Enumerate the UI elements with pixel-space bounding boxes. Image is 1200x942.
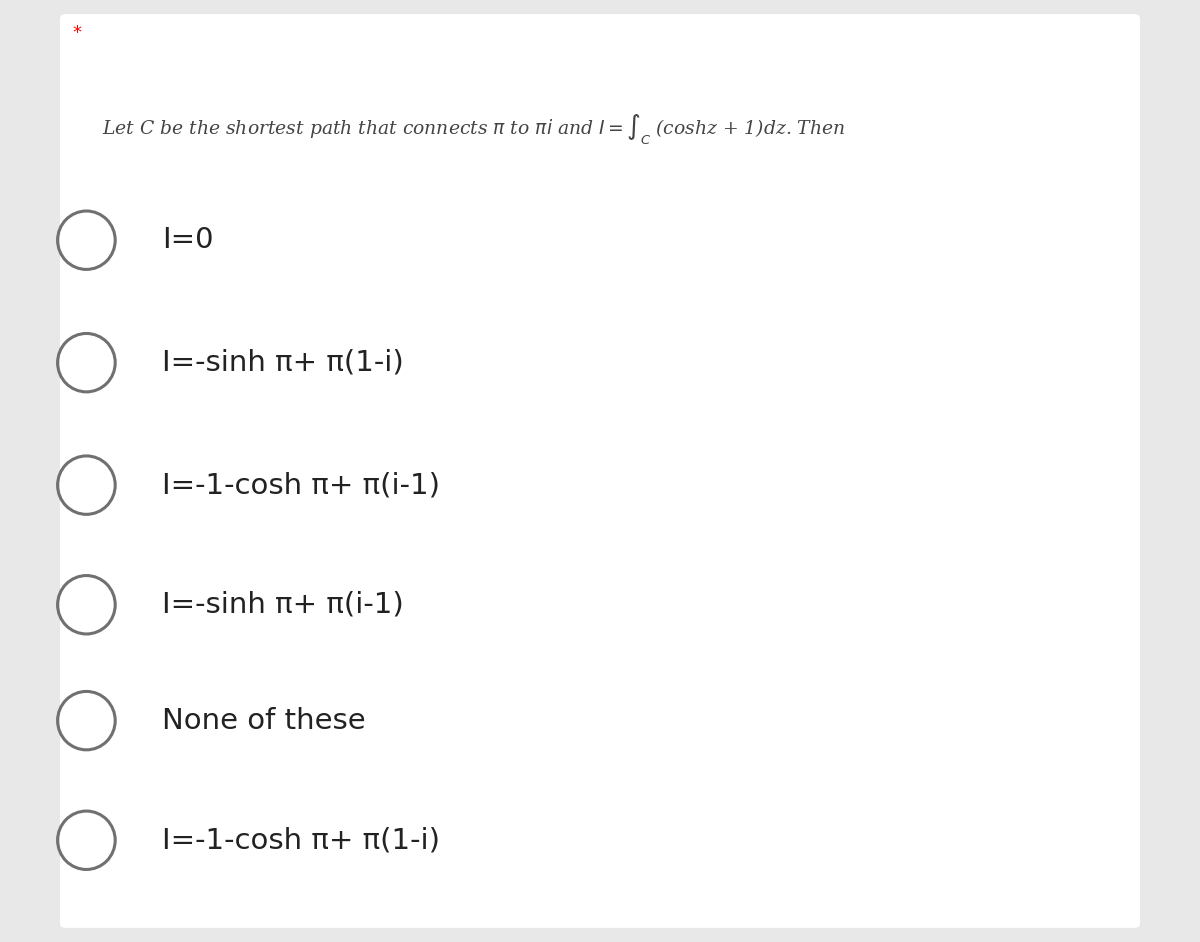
Text: I=-sinh π+ π(i-1): I=-sinh π+ π(i-1) <box>162 591 403 619</box>
FancyBboxPatch shape <box>60 14 1140 928</box>
Text: Let C be the shortest path that connects $\pi$ to $\pi i$ and $I = \int_C$ (cosh: Let C be the shortest path that connects… <box>102 113 845 148</box>
Text: I=-1-cosh π+ π(i-1): I=-1-cosh π+ π(i-1) <box>162 471 440 499</box>
Text: I=-1-cosh π+ π(1-i): I=-1-cosh π+ π(1-i) <box>162 826 440 854</box>
Text: I=-sinh π+ π(1-i): I=-sinh π+ π(1-i) <box>162 349 403 377</box>
Text: None of these: None of these <box>162 706 366 735</box>
Text: I=0: I=0 <box>162 226 214 254</box>
Text: *: * <box>72 24 82 41</box>
